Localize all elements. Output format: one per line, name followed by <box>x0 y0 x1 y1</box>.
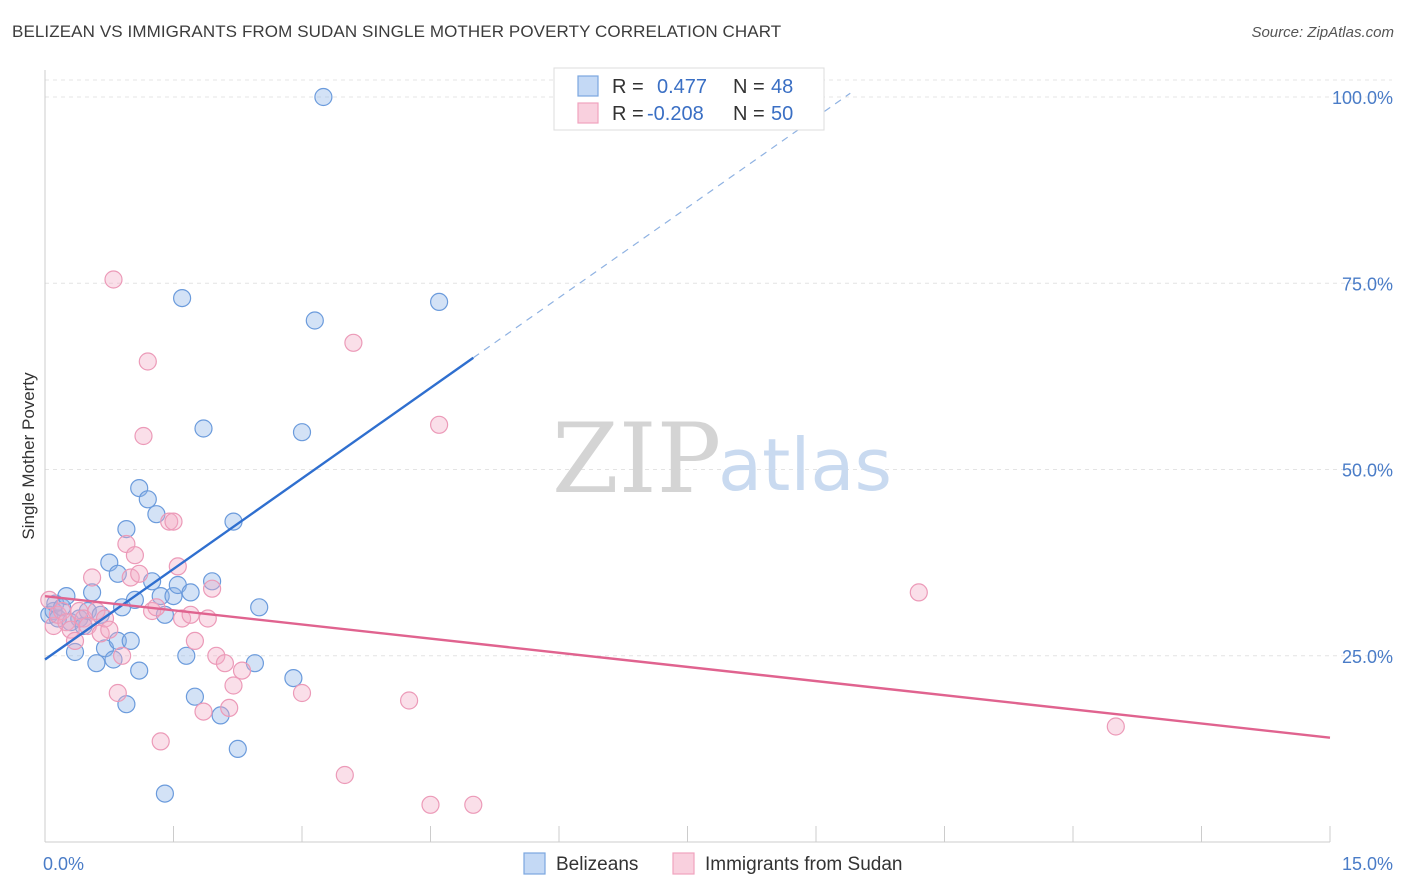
belizean-point-29 <box>151 586 170 606</box>
watermark-atlas: atlas <box>718 423 892 507</box>
chart-title: BELIZEAN VS IMMIGRANTS FROM SUDAN SINGLE… <box>12 22 782 41</box>
belizean-point-23 <box>125 590 144 610</box>
y-tick-label-25: 25.0% <box>1342 647 1393 667</box>
belizean-point-49 <box>430 292 449 311</box>
legend-swatch-sudan <box>577 102 599 124</box>
sudan-point-38 <box>220 698 239 718</box>
sudan-point-39 <box>224 676 243 695</box>
belizean-point-46 <box>292 423 312 442</box>
legend-r-value-2: -0.208 <box>647 103 704 125</box>
bottom-legend: Belizeans Immigrants from Sudan <box>523 852 902 875</box>
sudan-point-21 <box>130 564 149 583</box>
legend-n-label-2: N = <box>733 103 765 125</box>
belizean-point-26 <box>138 490 157 509</box>
belizean-point-20 <box>117 519 136 539</box>
belizean-point-45 <box>284 668 303 688</box>
belizean-trend-extension <box>472 92 851 359</box>
sudan-point-44 <box>400 691 419 710</box>
sudan-point-0 <box>40 590 59 610</box>
sudan-point-46 <box>430 415 449 434</box>
belizean-trend-line <box>44 356 475 661</box>
sudan-point-28 <box>164 512 183 531</box>
sudan-trend-line <box>44 594 1331 739</box>
sudan-point-48 <box>909 583 928 602</box>
belizean-point-39 <box>203 572 222 591</box>
sudan-point-31 <box>181 605 200 624</box>
sudan-point-20 <box>125 546 144 565</box>
sudan-point-47 <box>464 795 483 814</box>
legend-r-label-2: R = <box>612 103 644 125</box>
belizean-point-32 <box>164 586 183 606</box>
x-tick-label-max: 15.0% <box>1342 854 1393 874</box>
y-tick-label-50: 50.0% <box>1342 461 1393 481</box>
sudan-point-42 <box>335 765 354 785</box>
sudan-point-35 <box>203 579 222 598</box>
y-axis-label: Single Mother Poverty <box>19 372 38 540</box>
sudan-point-32 <box>185 631 204 651</box>
belizean-point-25 <box>130 661 149 680</box>
watermark-zip: ZIP <box>552 403 721 515</box>
sudan-point-33 <box>194 702 213 721</box>
sudan-point-45 <box>421 795 440 814</box>
legend-swatch-belizeans <box>577 75 599 97</box>
belizean-point-22 <box>121 631 140 651</box>
points-layer <box>40 87 1125 814</box>
belizean-point-38 <box>194 419 213 438</box>
belizean-point-35 <box>177 646 196 665</box>
x-ticks <box>173 826 1331 842</box>
belizean-point-36 <box>181 583 200 602</box>
sudan-point-14 <box>100 620 119 639</box>
chart-source: Source: ZipAtlas.com <box>1251 24 1394 41</box>
belizean-point-47 <box>305 311 324 330</box>
trend-layer <box>44 92 1331 739</box>
sudan-point-17 <box>112 646 132 665</box>
sudan-point-10 <box>82 568 102 587</box>
y-tick-label-75: 75.0% <box>1342 274 1393 294</box>
y-tick-label-100: 100.0% <box>1332 88 1393 108</box>
sudan-point-43 <box>344 333 363 352</box>
sudan-point-37 <box>215 654 234 673</box>
legend-n-value-2: 50 <box>771 103 793 125</box>
sudan-point-23 <box>138 352 157 371</box>
bottom-legend-swatch-belizeans <box>523 852 546 875</box>
sudan-point-27 <box>160 512 179 531</box>
bottom-legend-label-sudan: Immigrants from Sudan <box>705 854 902 875</box>
belizean-point-5 <box>57 586 76 606</box>
sudan-point-26 <box>151 732 170 751</box>
sudan-point-22 <box>134 426 153 446</box>
belizean-point-48 <box>314 87 333 107</box>
belizean-point-31 <box>155 784 174 803</box>
belizean-point-34 <box>173 289 192 308</box>
belizean-point-37 <box>185 687 204 706</box>
x-tick-label-min: 0.0% <box>43 854 84 874</box>
legend-n-value-1: 48 <box>771 76 793 98</box>
bottom-legend-label-belizeans: Belizeans <box>556 854 638 875</box>
legend-r-label-1: R = <box>612 76 644 98</box>
sudan-point-15 <box>104 270 123 289</box>
legend-r-value-1: 0.477 <box>657 76 707 98</box>
legend-box: R = 0.477 N = 48 R = -0.208 N = 50 <box>553 67 825 131</box>
sudan-point-5 <box>61 620 80 639</box>
legend-frame <box>553 67 825 131</box>
bottom-legend-swatch-sudan <box>672 852 695 875</box>
sudan-point-41 <box>292 683 312 703</box>
y-tick-labels: 25.0% 50.0% 75.0% 100.0% <box>1332 88 1393 667</box>
watermark: ZIP atlas <box>552 403 892 515</box>
grid-layer <box>45 79 1392 657</box>
belizean-point-44 <box>250 598 269 617</box>
belizean-point-12 <box>87 654 106 673</box>
sudan-point-49 <box>1106 717 1125 736</box>
legend-n-label-1: N = <box>733 76 765 98</box>
sudan-point-16 <box>108 683 127 703</box>
sudan-point-40 <box>232 661 252 680</box>
belizean-point-42 <box>228 739 247 759</box>
